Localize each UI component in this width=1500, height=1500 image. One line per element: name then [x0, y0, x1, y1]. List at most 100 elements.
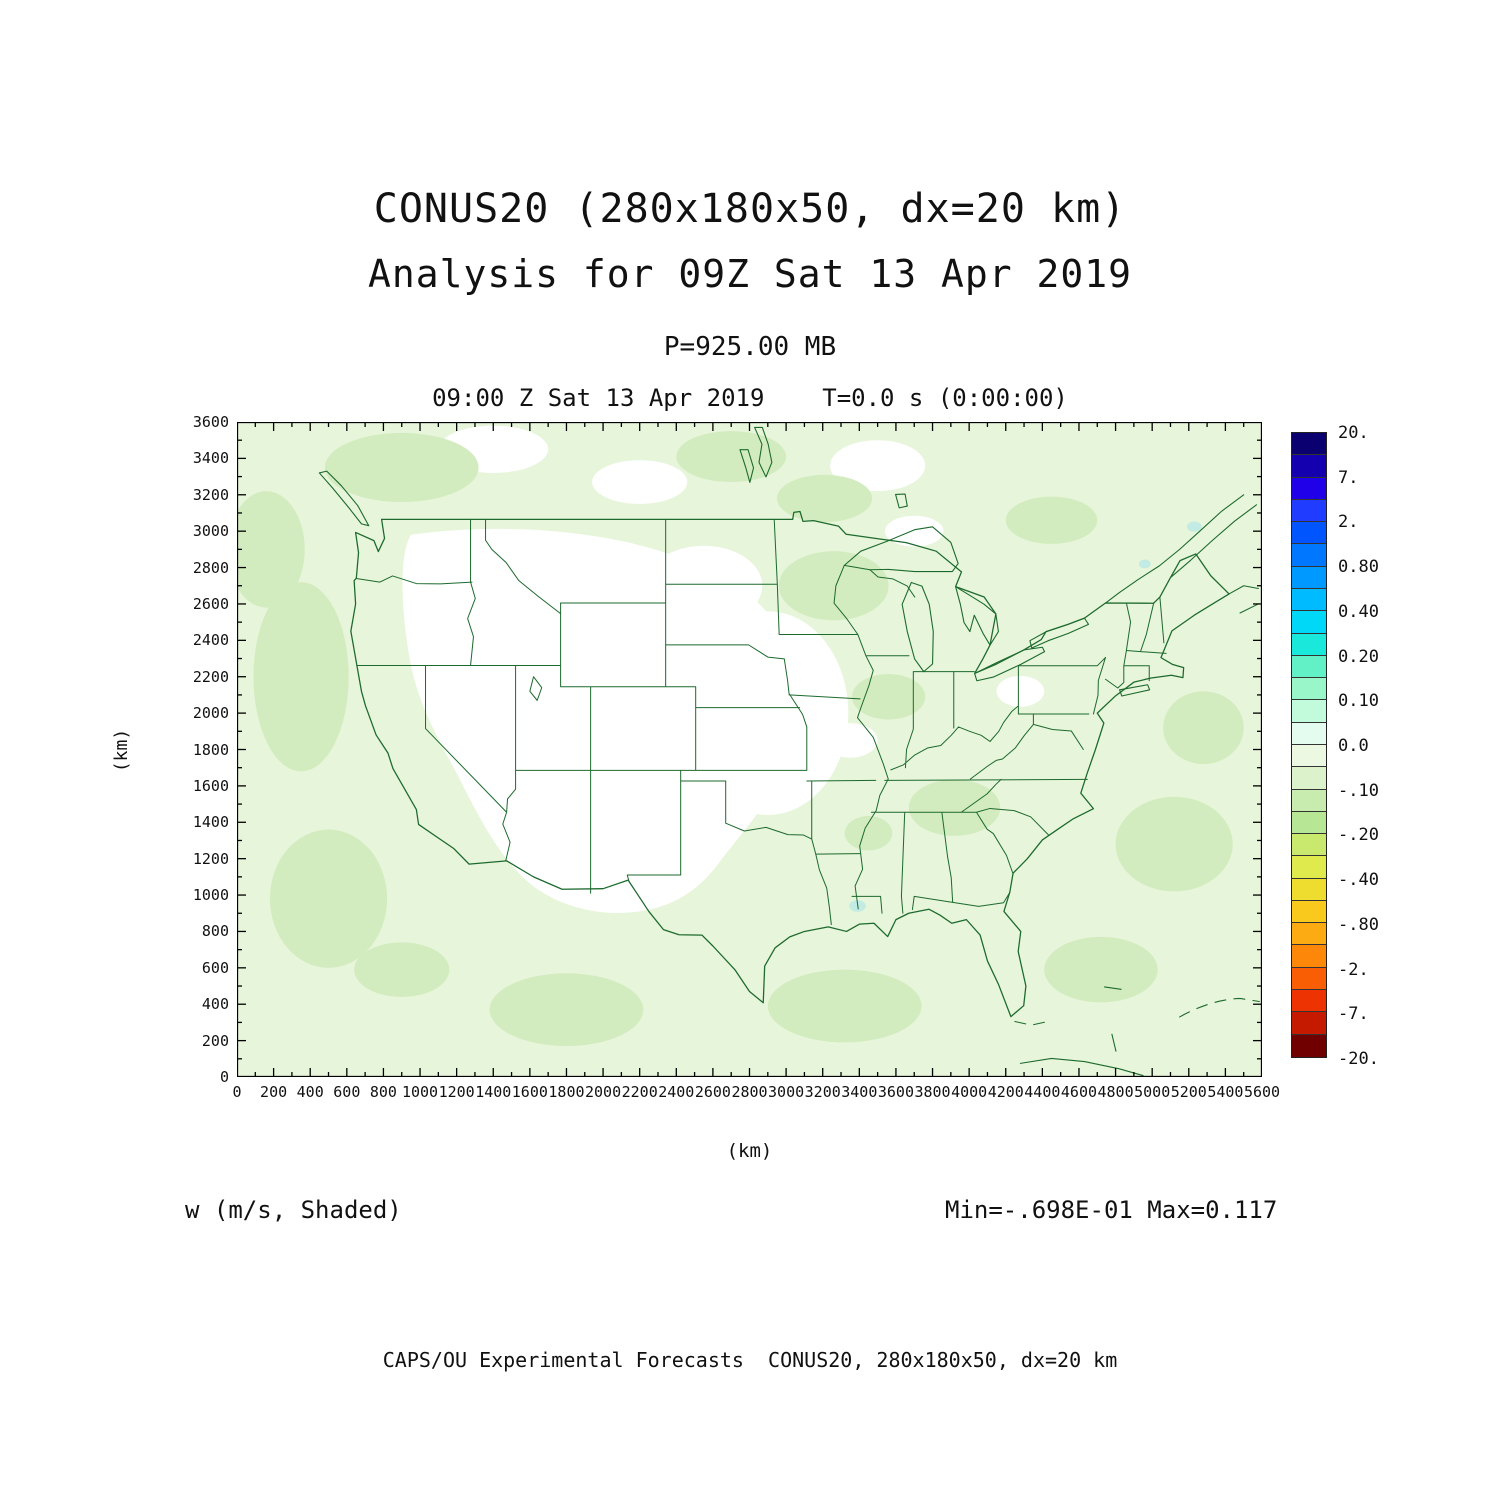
- x-tick-label: 1600: [511, 1083, 548, 1101]
- x-tick-label: 5400: [1207, 1083, 1244, 1101]
- x-tick-label: 1200: [438, 1083, 475, 1101]
- colorbar-segment: [1292, 767, 1326, 790]
- colorbar-label: 0.40: [1338, 601, 1379, 622]
- colorbar-segment: [1292, 455, 1326, 478]
- colorbar-segment: [1292, 633, 1326, 656]
- x-tick-label: 3000: [768, 1083, 805, 1101]
- y-tick-label: 2200: [192, 667, 229, 686]
- y-tick-label: 3000: [192, 522, 229, 541]
- colorbar-segment: [1292, 566, 1326, 589]
- colorbar-segment: [1292, 945, 1326, 968]
- colorbar-segment: [1292, 744, 1326, 768]
- colorbar-label: 0.20: [1338, 646, 1379, 667]
- y-tick-label: 3600: [192, 413, 229, 431]
- y-tick-label: 0: [219, 1068, 229, 1086]
- y-tick-label: 1000: [192, 886, 229, 905]
- y-axis-title: (km): [111, 728, 133, 773]
- x-tick-label: 400: [296, 1083, 324, 1101]
- y-tick-label: 1600: [192, 776, 229, 795]
- colorbar-segment: [1292, 856, 1326, 879]
- colorbar-segment: [1292, 1012, 1326, 1035]
- colorbar-segment: [1292, 499, 1326, 523]
- conus-map: [237, 422, 1262, 1077]
- x-tick-label: 3600: [877, 1083, 914, 1101]
- y-tick-label: 400: [201, 995, 229, 1014]
- colorbar-segment: [1292, 789, 1326, 812]
- x-tick-label: 2600: [694, 1083, 731, 1101]
- x-tick-label: 4200: [987, 1083, 1024, 1101]
- x-tick-label: 3800: [914, 1083, 951, 1101]
- colorbar-label: -2.: [1338, 959, 1369, 980]
- colorbar-label: 0.80: [1338, 557, 1379, 578]
- x-tick-label: 4400: [1024, 1083, 1061, 1101]
- colorbar-segment: [1292, 834, 1326, 857]
- colorbar-segment: [1292, 544, 1326, 567]
- x-axis-tick-labels: 0 200 400 600 800 1000 1200 1400 1600 1800 2000 220…: [232, 1083, 1280, 1105]
- y-tick-label: 3200: [192, 485, 229, 504]
- x-tick-label: 2200: [621, 1083, 658, 1101]
- pressure-level-label: P=925.00 MB: [663, 332, 837, 362]
- y-tick-label: 1800: [192, 740, 229, 759]
- x-tick-label: 1400: [475, 1083, 512, 1101]
- colorbar-label: 7.: [1338, 467, 1359, 488]
- y-tick-label: 800: [201, 922, 229, 941]
- y-tick-label: 1200: [192, 849, 229, 868]
- x-tick-label: 0: [232, 1083, 242, 1101]
- colorbar-segment: [1292, 477, 1326, 500]
- map-panel: [237, 422, 1262, 1077]
- colorbar-segment: [1292, 722, 1326, 745]
- x-tick-label: 4600: [1060, 1083, 1098, 1101]
- colorbar-segment: [1292, 522, 1326, 545]
- colorbar-segment: [1292, 611, 1326, 634]
- colorbar-segment: [1292, 1034, 1326, 1057]
- colorbar-segment: [1292, 588, 1326, 612]
- credit-line: CAPS/OU Experimental Forecasts CONUS20, …: [382, 1348, 1118, 1372]
- y-tick-label: 3400: [192, 449, 229, 468]
- colorbar-segment: [1292, 811, 1326, 835]
- y-tick-label: 2000: [192, 704, 229, 723]
- x-tick-label: 3400: [841, 1083, 878, 1101]
- y-tick-label: 200: [201, 1031, 229, 1050]
- colorbar-labels: 20. 7. 2. 0.80 0.40 0.20 0.10 0.0 -.10 -.20 -.40 -.…: [1338, 423, 1418, 1069]
- colorbar-label: -.10: [1338, 780, 1379, 801]
- y-tick-label: 2800: [192, 558, 229, 577]
- colorbar-segment: [1292, 990, 1326, 1013]
- colorbar-label: -.80: [1338, 914, 1379, 935]
- x-tick-label: 2400: [658, 1083, 695, 1101]
- colorbar-segment: [1292, 700, 1326, 723]
- colorbar-segment: [1292, 900, 1326, 924]
- plot-title-line1: CONUS20 (280x180x50, dx=20 km): [373, 186, 1127, 232]
- x-tick-label: 2800: [731, 1083, 768, 1101]
- x-tick-label: 3200: [804, 1083, 841, 1101]
- x-tick-label: 4000: [951, 1083, 988, 1101]
- colorbar-label: 2.: [1338, 512, 1359, 533]
- y-tick-label: 2400: [192, 631, 229, 650]
- colorbar-label: -20.: [1338, 1049, 1379, 1069]
- valid-time-label: 09:00 Z Sat 13 Apr 2019 T=0.0 s (0:00:00…: [432, 384, 1068, 412]
- y-tick-label: 600: [201, 958, 229, 977]
- colorbar-segment: [1292, 678, 1326, 701]
- colorbar-label: -7.: [1338, 1004, 1369, 1025]
- colorbar-label: 20.: [1338, 423, 1369, 443]
- colorbar-label: 0.0: [1338, 736, 1369, 756]
- y-tick-label: 1400: [192, 813, 229, 832]
- x-tick-label: 800: [369, 1083, 397, 1101]
- colorbar-label: -.20: [1338, 825, 1379, 846]
- y-axis-tick-labels: 0 200 400 600 800 1000 1200 1400 1600 1800 2000 220…: [145, 413, 229, 1086]
- colorbar-segment: [1292, 433, 1326, 456]
- x-tick-label: 5200: [1170, 1083, 1207, 1101]
- x-axis-title: (km): [726, 1140, 773, 1162]
- colorbar-segment: [1292, 967, 1326, 991]
- x-tick-label: 1000: [401, 1083, 439, 1101]
- x-tick-label: 1800: [548, 1083, 585, 1101]
- colorbar-segment: [1292, 878, 1326, 901]
- colorbar-label: -.40: [1338, 870, 1379, 891]
- x-tick-label: 2000: [585, 1083, 622, 1101]
- minmax-label: Min=-.698E-01 Max=0.117: [945, 1196, 1278, 1224]
- x-tick-label: 5000: [1134, 1083, 1171, 1101]
- y-tick-label: 2600: [192, 594, 229, 613]
- colorbar-segment: [1292, 655, 1326, 679]
- x-tick-label: 4800: [1097, 1083, 1134, 1101]
- x-tick-label: 600: [333, 1083, 361, 1101]
- colorbar: [1291, 432, 1327, 1058]
